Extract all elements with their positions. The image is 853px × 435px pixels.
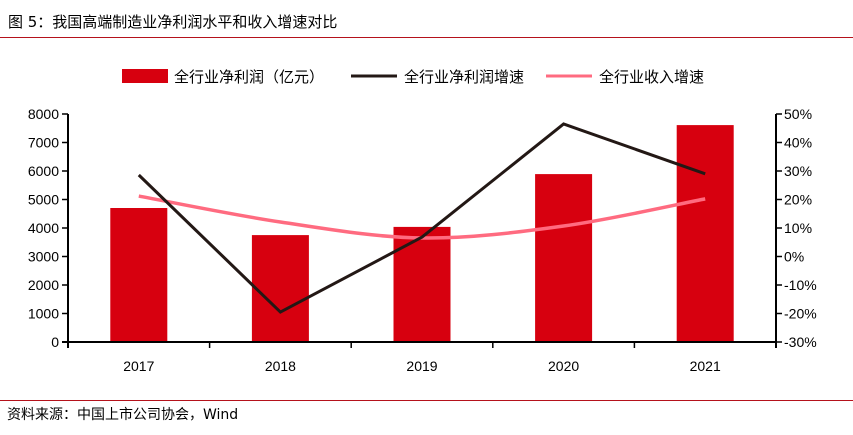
right-tick-label: -30% <box>784 334 817 350</box>
x-tick-label: 2019 <box>406 358 437 374</box>
x-tick-label: 2020 <box>548 358 579 374</box>
figure-title: 图 5：我国高端制造业净利润水平和收入增速对比 <box>8 13 338 31</box>
left-tick-label: 3000 <box>28 249 59 265</box>
right-tick-label: 10% <box>784 220 812 236</box>
left-tick-label: 1000 <box>28 306 59 322</box>
x-tick-label: 2018 <box>265 358 296 374</box>
legend-label-profit: 全行业净利润（亿元） <box>174 68 324 86</box>
bar-2021 <box>676 125 734 342</box>
x-tick-label: 2017 <box>123 358 154 374</box>
legend: 全行业净利润（亿元） 全行业净利润增速 全行业收入增速 <box>122 68 704 86</box>
left-tick-label: 6000 <box>28 163 59 179</box>
profit-growth-line <box>137 122 706 314</box>
legend-swatch-bar <box>122 69 168 83</box>
right-tick-label: -10% <box>784 277 817 293</box>
left-tick-label: 2000 <box>28 277 59 293</box>
legend-label-profit-growth: 全行业净利润增速 <box>404 68 524 86</box>
left-tick-label: 8000 <box>28 106 59 122</box>
source-rule <box>0 400 853 401</box>
right-tick-label: 40% <box>784 135 812 151</box>
bar-2017 <box>110 208 168 342</box>
right-tick-label: 50% <box>784 106 812 122</box>
right-tick-label: 20% <box>784 192 812 208</box>
left-tick-label: 7000 <box>28 135 59 151</box>
chart: 全行业净利润（亿元） 全行业净利润增速 全行业收入增速 0 1000 2000 3000 4… <box>28 68 817 374</box>
x-tick-label: 2021 <box>690 358 721 374</box>
right-tick-label: 30% <box>784 163 812 179</box>
bar-2020 <box>535 174 593 342</box>
legend-label-revenue-growth: 全行业收入增速 <box>599 68 704 86</box>
left-tick-label: 4000 <box>28 220 59 236</box>
bar-2018 <box>251 235 309 342</box>
lines <box>137 122 706 314</box>
bar-2019 <box>393 226 451 342</box>
axes: 0 1000 2000 3000 4000 5000 6000 7000 8000 -30% -20… <box>28 106 817 374</box>
bars <box>110 125 734 342</box>
right-tick-label: 0% <box>784 249 804 265</box>
left-tick-label: 5000 <box>28 192 59 208</box>
right-tick-label: -20% <box>784 306 817 322</box>
source-note: 资料来源：中国上市公司协会，Wind <box>7 407 239 423</box>
left-tick-label: 0 <box>51 334 59 350</box>
title-rule <box>0 37 853 38</box>
